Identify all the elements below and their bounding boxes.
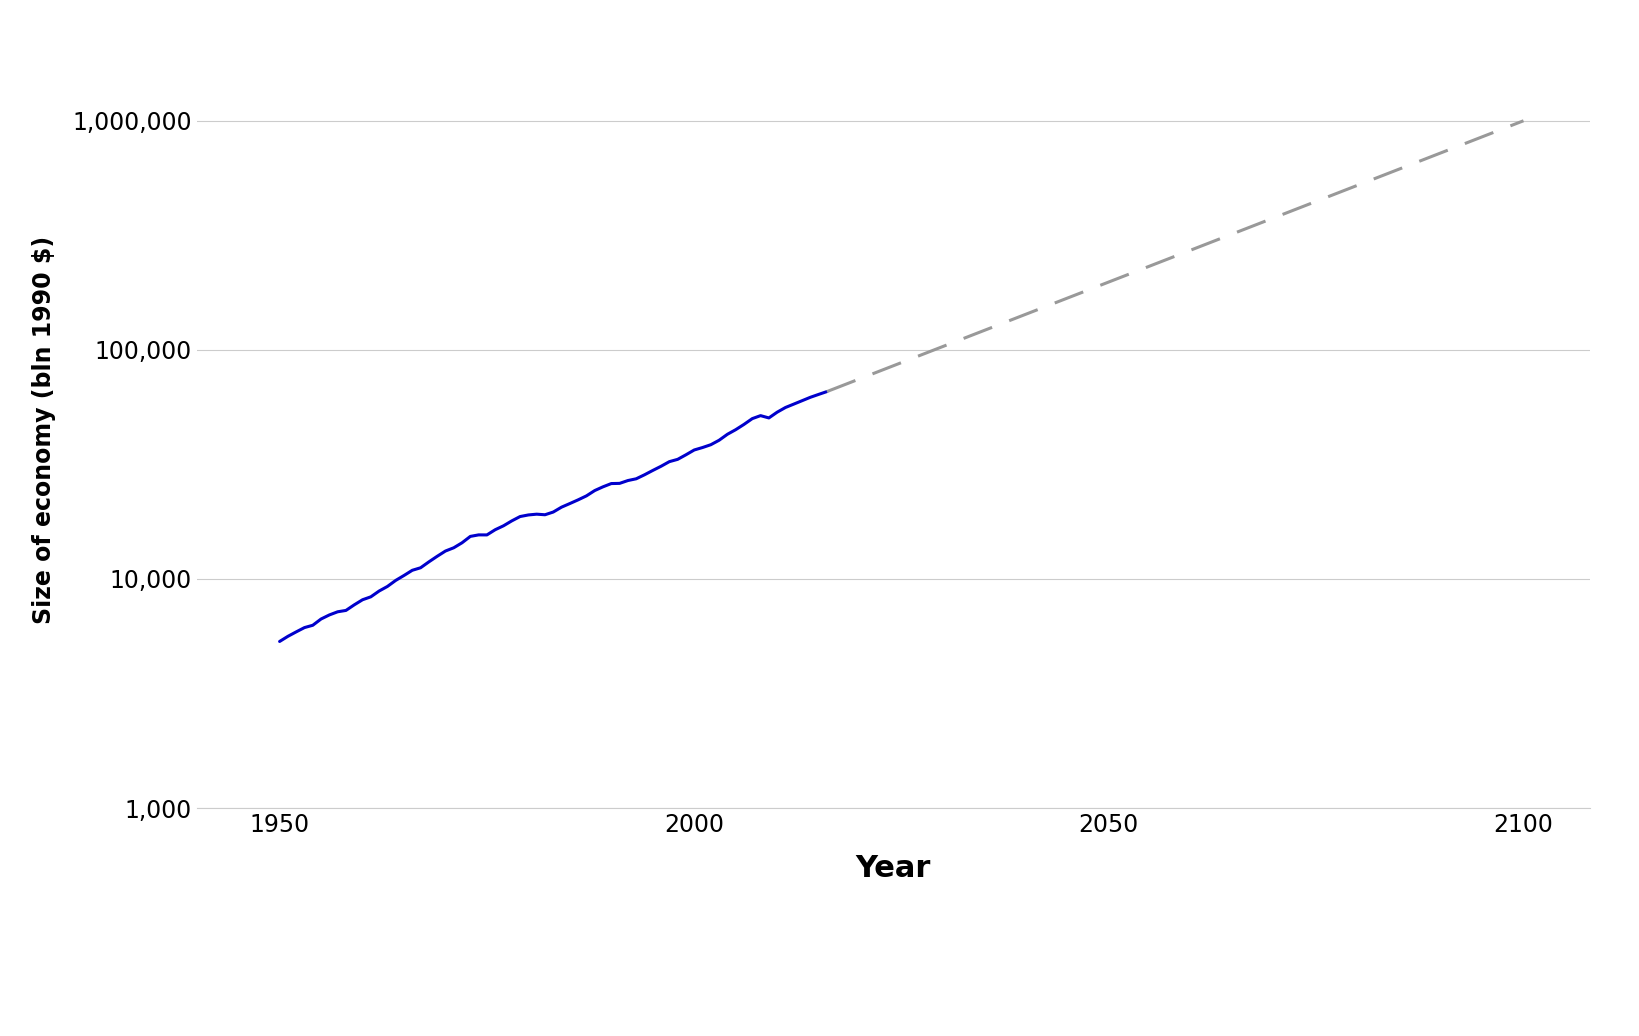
X-axis label: Year: Year bbox=[856, 854, 931, 883]
Y-axis label: Size of economy (bln 1990 $): Size of economy (bln 1990 $) bbox=[31, 236, 56, 624]
